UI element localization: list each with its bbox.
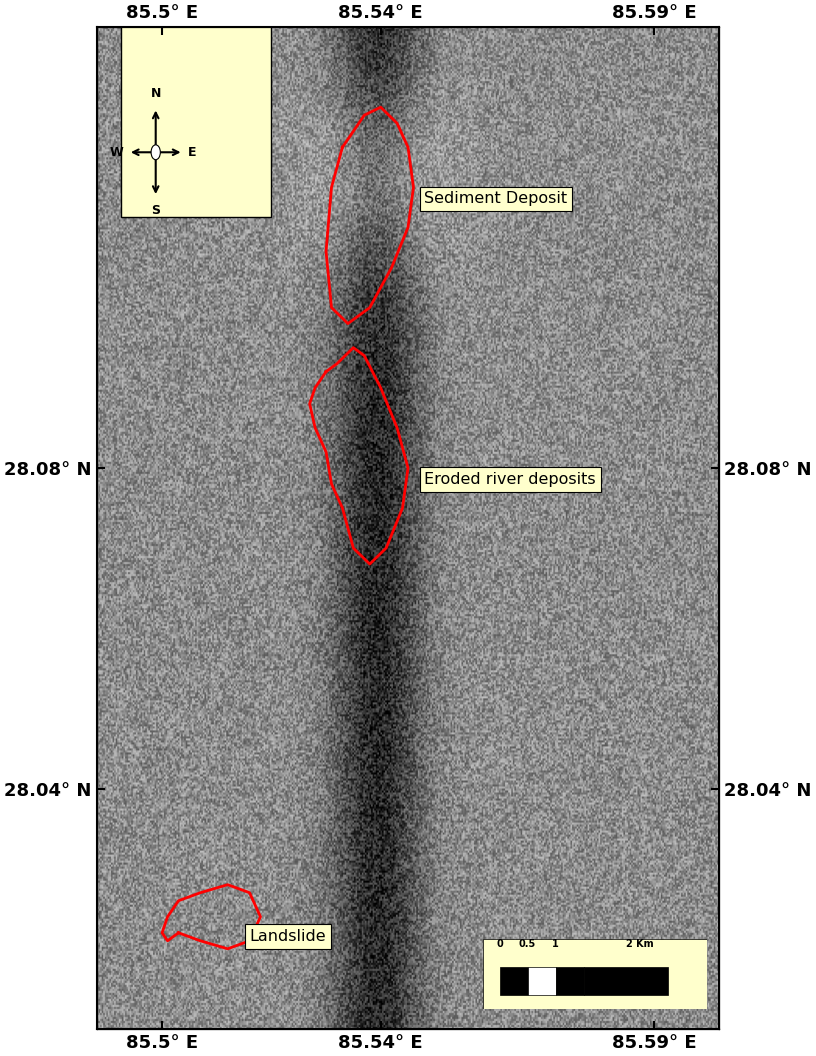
Text: Landslide: Landslide — [250, 929, 326, 944]
Text: N: N — [150, 88, 161, 100]
Text: Eroded river deposits: Eroded river deposits — [424, 472, 596, 487]
Text: S: S — [151, 205, 160, 218]
Circle shape — [151, 145, 160, 159]
FancyBboxPatch shape — [122, 0, 271, 218]
Text: W: W — [109, 146, 123, 158]
Text: Sediment Deposit: Sediment Deposit — [424, 191, 567, 206]
Text: E: E — [188, 146, 197, 158]
